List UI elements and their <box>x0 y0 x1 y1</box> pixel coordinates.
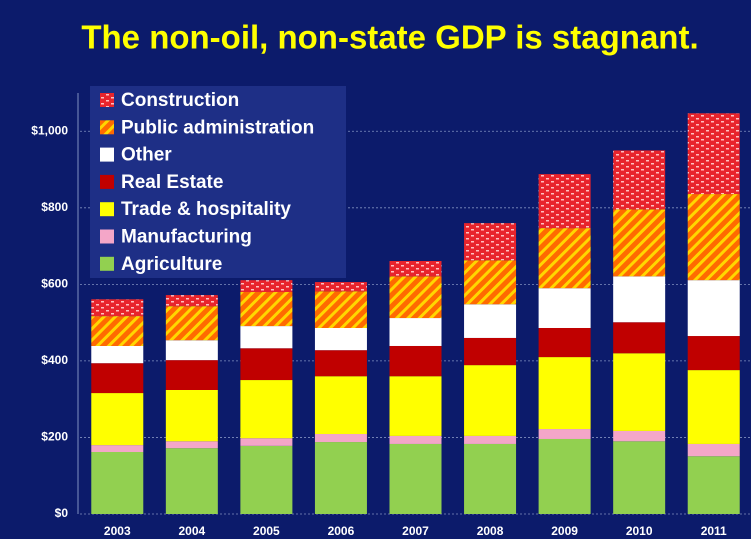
bar-segment <box>389 276 442 319</box>
bar-segment <box>165 306 218 341</box>
bar-segment <box>613 441 666 514</box>
bar-segment <box>314 442 367 514</box>
legend-label: Construction <box>121 90 239 111</box>
x-tick-label: 2010 <box>626 524 653 538</box>
bar-segment <box>464 337 517 366</box>
legend-swatch <box>100 93 114 107</box>
bar-segment <box>91 363 144 394</box>
y-tick-label: $0 <box>55 506 69 520</box>
bar-segment <box>687 443 740 457</box>
x-tick-label: 2004 <box>178 524 205 538</box>
bar-segment <box>687 370 740 444</box>
y-tick-label: $800 <box>41 200 68 214</box>
legend-swatch <box>100 147 114 162</box>
bar-segment <box>314 350 367 377</box>
bar-segment <box>687 194 740 281</box>
bar-segment <box>240 292 293 327</box>
legend-swatch <box>100 120 114 135</box>
legend-swatch <box>100 174 114 189</box>
bar-segment <box>240 380 293 439</box>
bar-segment <box>389 318 442 346</box>
y-tick-label: $600 <box>41 277 68 291</box>
x-tick-label: 2006 <box>328 524 355 538</box>
bar-segment <box>314 327 367 351</box>
x-tick-label: 2005 <box>253 524 280 538</box>
legend-box <box>90 86 346 278</box>
bar-segment <box>538 174 591 229</box>
bar-segment <box>389 443 442 514</box>
bar-segment <box>91 299 144 317</box>
x-tick-label: 2007 <box>402 524 429 538</box>
bar-segment <box>538 228 591 289</box>
bar-segment <box>165 340 218 361</box>
bar-segment <box>613 276 666 323</box>
legend-label: Public administration <box>121 117 314 138</box>
bar-segment <box>464 260 517 305</box>
bar-segment <box>538 438 591 514</box>
chart-title: The non-oil, non-state GDP is stagnant. <box>81 19 698 56</box>
bar-segment <box>538 327 591 358</box>
legend-label: Trade & hospitality <box>121 199 291 220</box>
bar-segment <box>613 322 666 354</box>
bar-segment <box>538 357 591 430</box>
bar-segment <box>165 389 218 442</box>
legend-swatch <box>100 202 114 217</box>
bar-segment <box>464 435 517 444</box>
bar-segment <box>91 445 144 452</box>
y-tick-label: $400 <box>41 353 68 367</box>
legend-label: Agriculture <box>121 254 222 275</box>
bar-segment <box>538 288 591 328</box>
bar-segment <box>464 304 517 338</box>
bar-segment <box>464 443 517 514</box>
bar-segment <box>613 150 666 210</box>
bar-segment <box>165 441 218 449</box>
bar-segment <box>91 345 144 364</box>
bar-segment <box>240 326 293 349</box>
bar-segment <box>91 316 144 346</box>
legend-swatch <box>100 256 114 271</box>
legend-swatch <box>100 229 114 244</box>
legend-label: Manufacturing <box>121 227 252 248</box>
bar-segment <box>314 282 367 292</box>
bar-segment <box>91 393 144 446</box>
bar-segment <box>165 448 218 514</box>
bar-segment <box>165 360 218 390</box>
bar-segment <box>240 445 293 514</box>
bar-segment <box>389 435 442 444</box>
bar-segment <box>240 348 293 381</box>
legend-label: Real Estate <box>121 172 223 193</box>
bar-segment <box>314 291 367 328</box>
bar-segment <box>687 113 740 195</box>
bar-segment <box>314 376 367 435</box>
x-tick-label: 2009 <box>551 524 578 538</box>
x-tick-label: 2003 <box>104 524 131 538</box>
bar-segment <box>464 223 517 261</box>
bar-segment <box>687 456 740 514</box>
bar-segment <box>91 451 144 514</box>
bar-segment <box>314 434 367 443</box>
bar-segment <box>464 365 517 436</box>
bar-segment <box>538 429 591 439</box>
bar-segment <box>165 295 218 307</box>
bar-segment <box>613 353 666 431</box>
bar-segment <box>389 345 442 377</box>
bar-segment <box>613 209 666 277</box>
bar-segment <box>687 336 740 371</box>
x-tick-label: 2008 <box>477 524 504 538</box>
bar-segment <box>240 438 293 446</box>
bar-segment <box>687 280 740 337</box>
legend-label: Other <box>121 145 172 166</box>
bar-segment <box>389 376 442 436</box>
bar-segment <box>613 430 666 442</box>
bar-segment <box>240 280 293 293</box>
bar-segment <box>389 261 442 277</box>
y-tick-label: $1,000 <box>31 123 68 137</box>
x-tick-label: 2011 <box>701 524 727 538</box>
y-tick-label: $200 <box>41 430 68 444</box>
